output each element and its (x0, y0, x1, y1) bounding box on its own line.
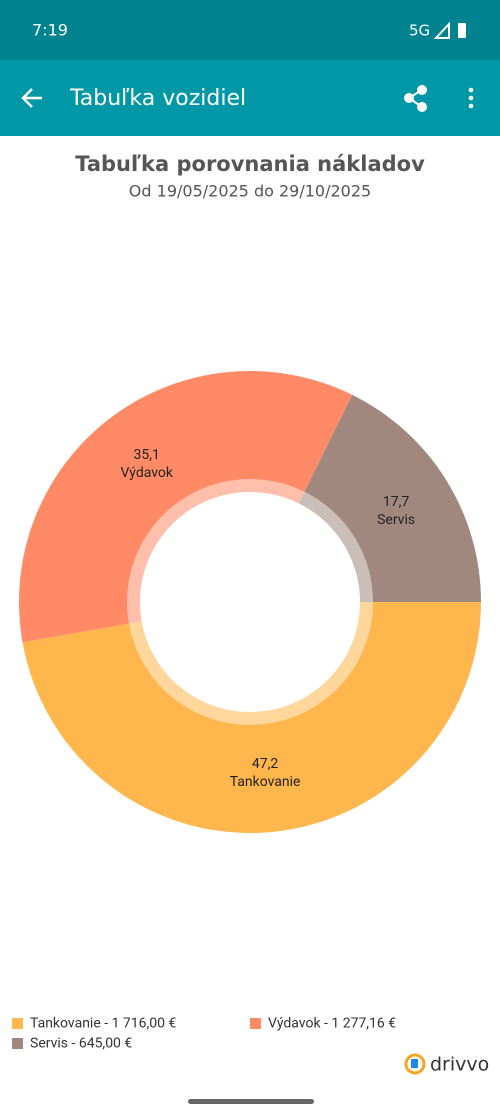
slice-value-label: 17,7 (383, 494, 409, 510)
brand-name: drivvo (430, 1054, 489, 1076)
back-button[interactable] (21, 88, 42, 108)
legend: Tankovanie - 1 716,00 € Výdavok - 1 277,1… (12, 1016, 396, 1052)
battery-icon (458, 23, 466, 38)
legend-label: Servis - 645,00 € (30, 1036, 132, 1052)
status-network: 5G (409, 22, 430, 40)
donut-chart: 47,2 Tankovanie 35,1 Výdavok 17,7 Servis (18, 371, 481, 833)
slice-category-label: Servis (377, 512, 415, 528)
app-bar (0, 60, 500, 136)
legend-swatch (12, 1018, 23, 1029)
slice-category-label: Tankovanie (230, 774, 301, 790)
slice-value-label: 47,2 (252, 756, 278, 772)
brand-logo (404, 1053, 426, 1075)
legend-swatch (12, 1038, 23, 1049)
chart-subtitle: Od 19/05/2025 do 29/10/2025 (129, 182, 371, 201)
slice-value-label: 35,1 (134, 447, 160, 463)
legend-label: Tankovanie - 1 716,00 € (30, 1016, 176, 1032)
legend-swatch (250, 1018, 261, 1029)
menu-button[interactable] (468, 87, 474, 109)
donut-hole (140, 492, 360, 712)
slice (22, 602, 481, 833)
status-bar (0, 0, 500, 60)
slice (18, 371, 353, 643)
status-time: 7:19 (32, 21, 68, 40)
brand-logo-mark (411, 1059, 418, 1068)
app-title: Tabuľka vozidiel (69, 86, 246, 111)
legend-label: Výdavok - 1 277,16 € (268, 1016, 396, 1032)
slice-category-label: Výdavok (120, 465, 173, 481)
signal-icon (433, 21, 450, 39)
chart-title: Tabuľka porovnania nákladov (75, 152, 425, 176)
nav-handle (188, 1099, 314, 1104)
share-button[interactable] (404, 85, 427, 112)
